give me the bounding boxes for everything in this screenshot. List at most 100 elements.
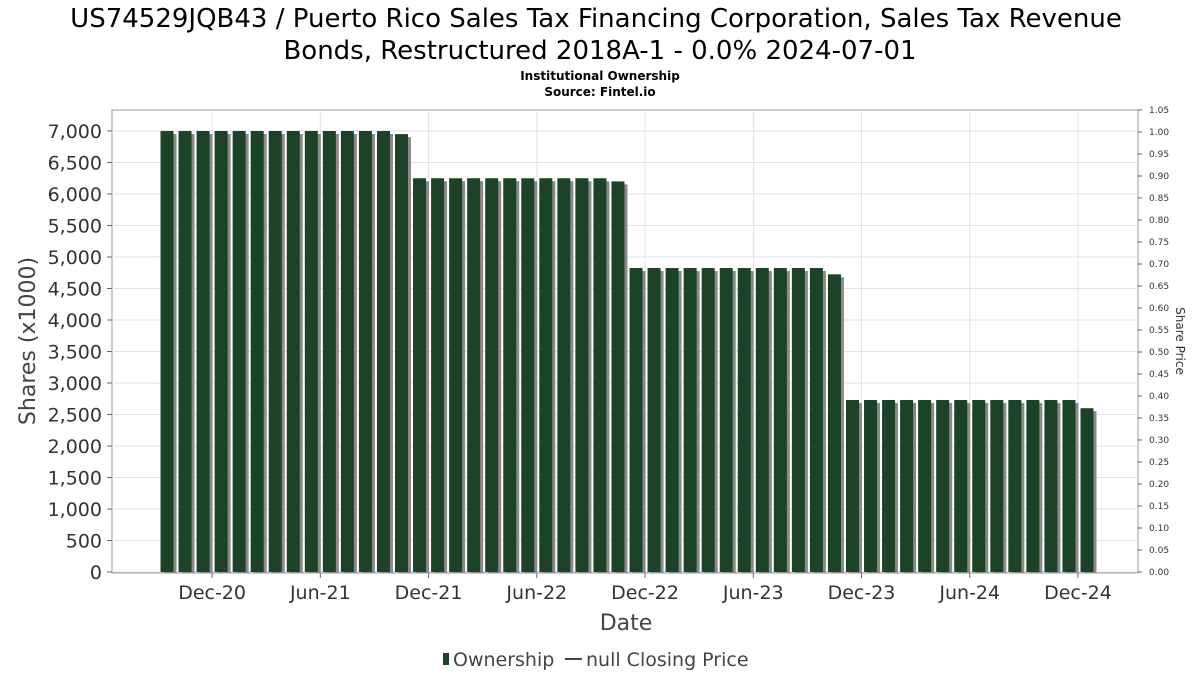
y-tick-label: 2,500 — [48, 405, 102, 427]
y2-tick-label: 0.10 — [1149, 524, 1169, 534]
y-tick-label: 7,000 — [48, 121, 102, 143]
y2-tick-label: 0.45 — [1149, 370, 1169, 380]
ownership-bar — [232, 131, 246, 572]
ownership-bar — [178, 131, 192, 572]
y2-tick-label: 1.05 — [1149, 106, 1169, 116]
ownership-bar — [845, 400, 859, 572]
ownership-bar — [485, 178, 499, 572]
ownership-bar — [665, 268, 679, 572]
ownership-bar — [431, 178, 445, 572]
x-axis-label: Date — [600, 611, 653, 636]
ownership-bar — [521, 178, 535, 572]
y-axis-label: Shares (x1000) — [16, 257, 41, 425]
chart-title-line-2: Bonds, Restructured 2018A-1 - 0.0% 2024-… — [283, 36, 916, 66]
y-tick-label: 2,000 — [48, 436, 102, 458]
ownership-bar — [683, 268, 697, 572]
x-tick-label: Dec-22 — [611, 582, 679, 604]
ownership-bar — [557, 178, 571, 572]
ownership-bar — [936, 400, 950, 572]
chart-subtitle-line-2: Source: Fintel.io — [544, 85, 655, 99]
ownership-bar — [755, 268, 769, 572]
ownership-bar — [1026, 400, 1040, 572]
ownership-bar — [268, 131, 282, 572]
legend-ownership-marker — [443, 653, 449, 665]
y2-tick-label: 0.00 — [1149, 568, 1169, 578]
x-tick-label: Dec-23 — [828, 582, 896, 604]
ownership-bar — [467, 178, 481, 572]
y2-tick-label: 0.90 — [1149, 172, 1169, 182]
ownership-bar — [413, 178, 427, 572]
legend: Ownership null Closing Price — [443, 649, 749, 671]
ownership-bar — [1008, 400, 1022, 572]
x-tick-label: Jun-24 — [938, 582, 1000, 604]
y-tick-label: 1,500 — [48, 468, 102, 490]
x-tick-label: Dec-21 — [395, 582, 463, 604]
y2-tick-label: 0.05 — [1149, 546, 1169, 556]
ownership-bar — [737, 268, 751, 572]
ownership-bar — [864, 400, 878, 572]
bar-series — [160, 131, 1097, 573]
ownership-bar — [196, 131, 210, 572]
ownership-bar — [1062, 400, 1076, 572]
legend-price-label: null Closing Price — [586, 649, 749, 671]
x-tick-label: Dec-20 — [178, 582, 246, 604]
ownership-bar — [250, 131, 264, 572]
y-tick-label: 4,500 — [48, 279, 102, 301]
legend-ownership-label: Ownership — [453, 649, 554, 671]
y2-tick-label: 0.50 — [1149, 348, 1169, 358]
y-tick-label: 6,500 — [48, 153, 102, 175]
ownership-bar — [1044, 400, 1058, 572]
ownership-bar — [719, 268, 733, 572]
chart-subtitle-line-1: Institutional Ownership — [520, 69, 680, 83]
ownership-bar — [791, 268, 805, 572]
ownership-bar — [809, 268, 823, 572]
y2-tick-label: 1.00 — [1149, 128, 1169, 138]
y2-tick-label: 0.75 — [1149, 238, 1169, 248]
y-tick-label: 3,000 — [48, 373, 102, 395]
ownership-bar — [593, 178, 607, 572]
ownership-bar — [1080, 408, 1094, 572]
y2-tick-label: 0.80 — [1149, 216, 1169, 226]
y-tick-label: 5,000 — [48, 247, 102, 269]
y-tick-label: 3,500 — [48, 342, 102, 364]
y-tick-label: 4,000 — [48, 310, 102, 332]
y2-tick-label: 0.35 — [1149, 414, 1169, 424]
ownership-bar — [214, 131, 228, 572]
y2-tick-label: 0.25 — [1149, 458, 1169, 468]
y-tick-label: 0 — [90, 562, 102, 584]
ownership-bar — [304, 131, 318, 572]
ownership-bar — [503, 178, 517, 572]
ownership-bar — [322, 131, 336, 572]
y2-tick-label: 0.70 — [1149, 260, 1169, 270]
x-tick-label: Jun-22 — [505, 582, 567, 604]
y2-tick-label: 0.95 — [1149, 150, 1169, 160]
y-tick-label: 500 — [66, 531, 102, 553]
y2-tick-label: 0.85 — [1149, 194, 1169, 204]
left-axis: 0 500 1,000 1,500 2,000 2,500 3,000 3,500 4,000 4… — [48, 121, 112, 584]
y2-tick-label: 0.15 — [1149, 502, 1169, 512]
x-tick-label: Dec-24 — [1044, 582, 1112, 604]
ownership-bar — [701, 268, 715, 572]
ownership-bar — [358, 131, 372, 572]
ownership-bar — [827, 274, 841, 572]
ownership-bar — [900, 400, 914, 572]
ownership-bar — [286, 131, 300, 572]
ownership-bar — [954, 400, 968, 572]
x-tick-label: Jun-23 — [722, 582, 784, 604]
y2-tick-label: 0.40 — [1149, 392, 1169, 402]
ownership-bar — [395, 134, 409, 572]
ownership-bar — [160, 131, 174, 572]
ownership-bar — [629, 268, 643, 572]
y2-axis-label: Share Price — [1173, 307, 1187, 375]
y2-tick-label: 0.65 — [1149, 282, 1169, 292]
y-tick-label: 1,000 — [48, 499, 102, 521]
ownership-bar — [882, 400, 896, 572]
ownership-bar — [972, 400, 986, 572]
ownership-bar — [773, 268, 787, 572]
ownership-bar — [611, 181, 625, 572]
x-axis: Dec-20 Jun-21 Dec-21 Jun-22 Dec-22 Jun-23 Dec-… — [112, 572, 1138, 604]
y-tick-label: 5,500 — [48, 216, 102, 238]
y2-tick-label: 0.20 — [1149, 480, 1169, 490]
y2-tick-label: 0.30 — [1149, 436, 1169, 446]
